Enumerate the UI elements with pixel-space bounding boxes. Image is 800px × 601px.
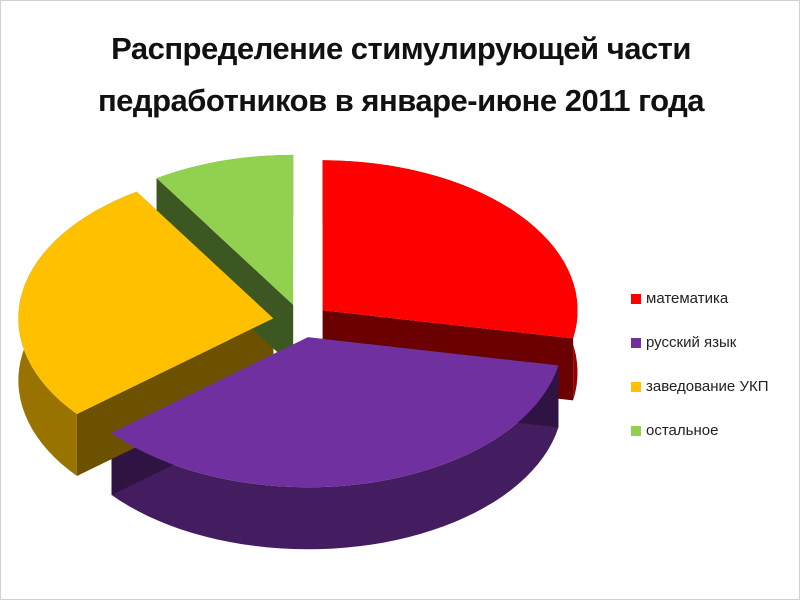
slice (156, 154, 294, 305)
legend-label: остальное (646, 422, 718, 439)
slice (111, 337, 559, 488)
chart-title: Распределение стимулирующей части педраб… (97, 31, 705, 118)
slice (18, 191, 274, 414)
legend-swatch (631, 338, 641, 348)
legend-swatch (631, 426, 641, 436)
legend-label: заведование УКП (646, 378, 769, 395)
legend-label: русский язык (646, 334, 737, 351)
legend-swatch (631, 382, 641, 392)
legend-label: математика (646, 290, 729, 307)
slice-side (111, 365, 559, 550)
legend-swatch (631, 294, 641, 304)
slice (322, 160, 578, 339)
